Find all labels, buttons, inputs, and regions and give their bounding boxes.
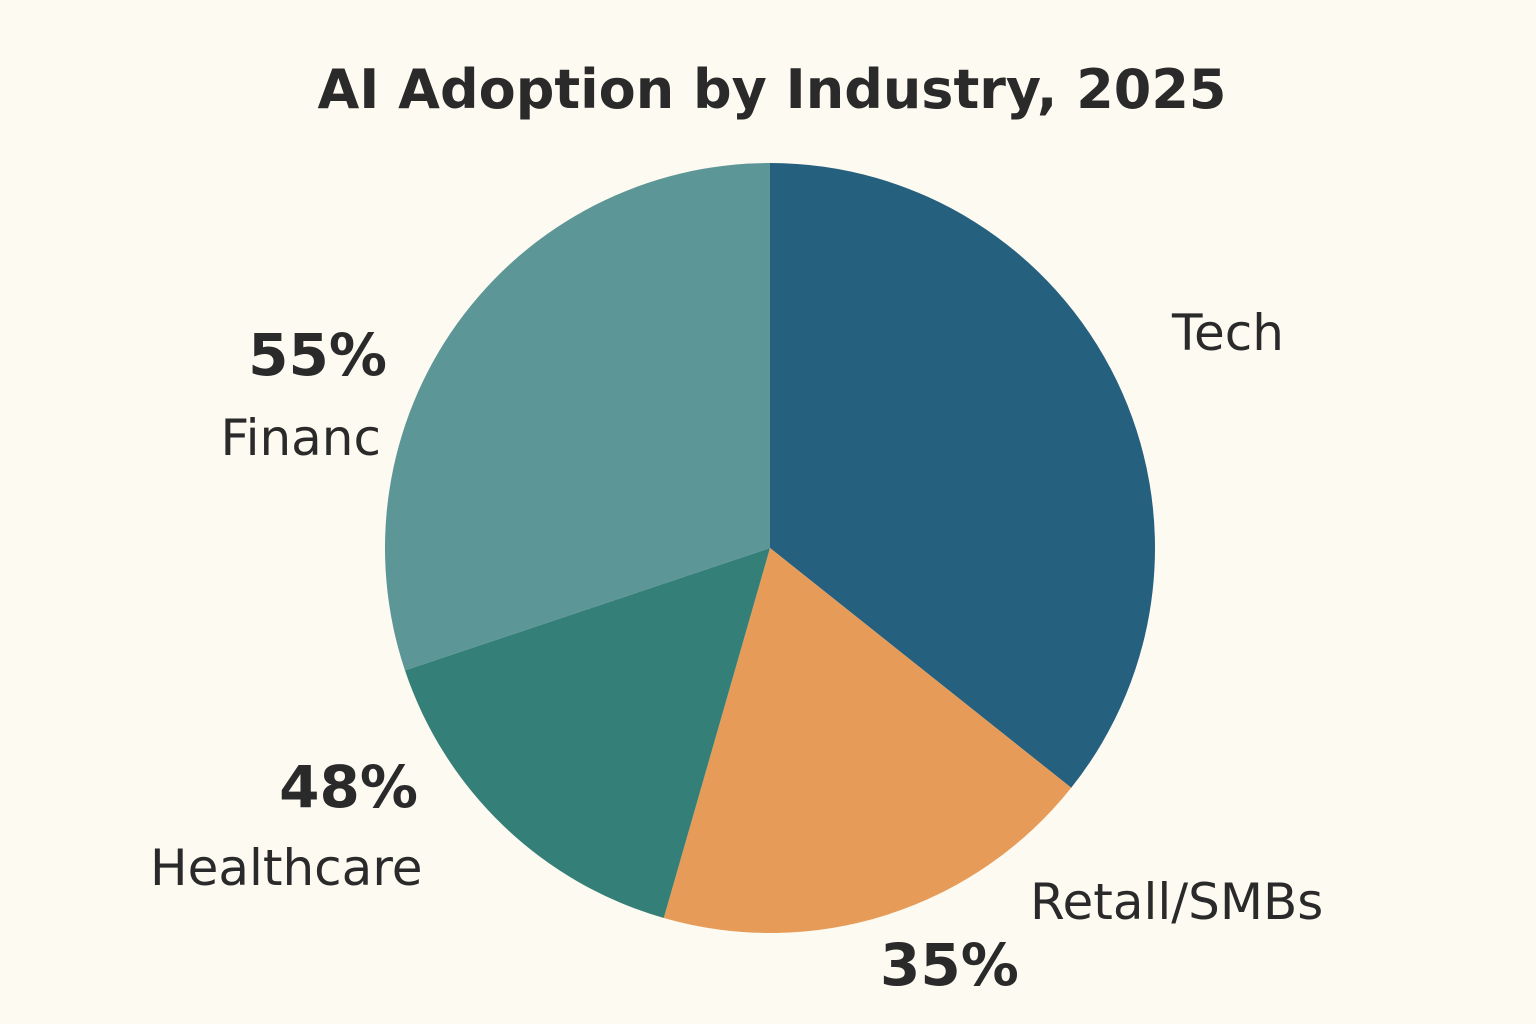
- slice-value-healthcare: 48%: [279, 753, 418, 821]
- chart-title: AI Adoption by Industry, 2025: [317, 58, 1226, 121]
- pie-slice-retall-smbs: [663, 548, 1072, 933]
- slice-value-retail: 35%: [880, 931, 1019, 999]
- slice-label-tech: Tech: [1171, 304, 1284, 362]
- slice-label-retail: Retall/SMBs: [1030, 873, 1323, 931]
- slice-value-finance: 55%: [248, 321, 387, 389]
- pie-slice-healthcare: [404, 548, 770, 919]
- slice-label-healthcare: Healthcare: [150, 839, 423, 897]
- pie-slice-tech: [770, 163, 1155, 788]
- slice-label-finance: Financ: [220, 409, 381, 467]
- pie-slice-financ: [384, 163, 770, 671]
